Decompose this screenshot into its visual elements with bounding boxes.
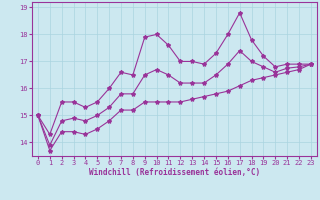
X-axis label: Windchill (Refroidissement éolien,°C): Windchill (Refroidissement éolien,°C)	[89, 168, 260, 177]
